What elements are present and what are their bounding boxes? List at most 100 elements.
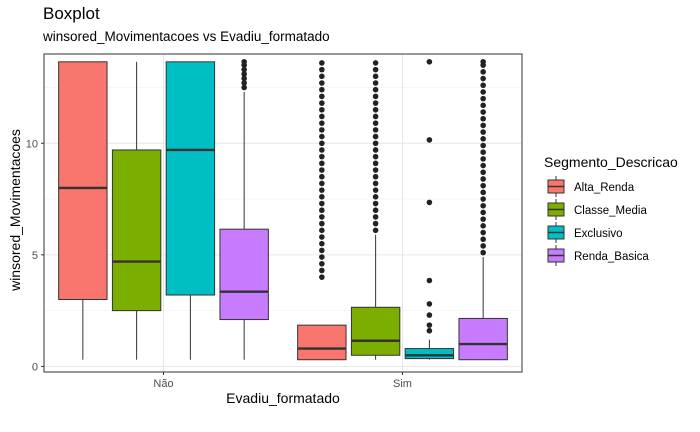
outlier-point bbox=[319, 234, 325, 240]
outlier-point bbox=[480, 196, 486, 202]
chart-title: Boxplot bbox=[43, 4, 100, 23]
outlier-point bbox=[372, 173, 379, 180]
outlier-point bbox=[372, 160, 379, 167]
plot-panel bbox=[43, 53, 523, 373]
legend-title: Segmento_Descricao bbox=[544, 154, 678, 170]
outlier-point bbox=[426, 277, 433, 284]
outlier-point bbox=[372, 127, 379, 133]
outlier-point bbox=[480, 95, 486, 102]
outlier-point bbox=[372, 227, 379, 234]
outlier-point bbox=[319, 113, 325, 120]
outlier-point bbox=[319, 80, 325, 86]
outlier-point bbox=[372, 194, 379, 200]
box-Renda_Basica-Não bbox=[219, 59, 269, 360]
legend-key-Renda_Basica bbox=[547, 245, 565, 266]
outlier-point bbox=[319, 100, 325, 106]
outlier-point bbox=[319, 106, 325, 113]
box-Renda_Basica-Sim bbox=[458, 59, 508, 361]
outlier-point bbox=[480, 223, 486, 229]
outlier-point bbox=[319, 220, 325, 227]
chart-subtitle: winsored_Movimentacoes vs Evadiu_formata… bbox=[42, 29, 330, 44]
x-tick-label: Não bbox=[153, 378, 173, 390]
outlier-point bbox=[372, 214, 379, 220]
outlier-point bbox=[319, 173, 325, 180]
outlier-point bbox=[372, 66, 379, 73]
outlier-point bbox=[241, 75, 247, 82]
outlier-point bbox=[319, 227, 325, 234]
legend-key-Classe_Media bbox=[547, 199, 565, 220]
outlier-point bbox=[480, 189, 486, 196]
outlier-point bbox=[319, 140, 325, 147]
outlier-point bbox=[480, 243, 486, 249]
outlier-point bbox=[426, 199, 433, 206]
y-tick-label: 0 bbox=[32, 361, 38, 373]
box-iqr bbox=[297, 324, 347, 361]
outlier-point bbox=[480, 216, 486, 222]
outlier-point bbox=[426, 301, 433, 307]
outlier-point bbox=[319, 160, 325, 167]
outlier-point bbox=[319, 260, 325, 267]
outlier-point bbox=[426, 137, 433, 143]
box-Alta_Renda-Sim bbox=[297, 60, 347, 361]
outlier-point bbox=[241, 71, 247, 77]
outlier-point bbox=[319, 240, 325, 247]
outlier-point bbox=[319, 93, 325, 100]
y-axis-title: winsored_Movimentacoes bbox=[7, 129, 23, 292]
outlier-point bbox=[319, 147, 325, 153]
outlier-point bbox=[241, 66, 247, 73]
outlier-point bbox=[319, 127, 325, 133]
box-iqr bbox=[111, 149, 162, 312]
outlier-point bbox=[372, 207, 379, 214]
outlier-point bbox=[480, 169, 486, 176]
outlier-point bbox=[319, 133, 325, 140]
outlier-point bbox=[372, 133, 379, 140]
outlier-point bbox=[241, 59, 247, 65]
outlier-point bbox=[480, 149, 486, 155]
outlier-point bbox=[480, 182, 486, 189]
outlier-point bbox=[480, 102, 486, 109]
outlier-point bbox=[372, 86, 379, 93]
outlier-point bbox=[372, 147, 379, 153]
outlier-point bbox=[480, 156, 486, 162]
outlier-point bbox=[480, 202, 486, 209]
outlier-point bbox=[372, 187, 379, 193]
outlier-point bbox=[319, 254, 325, 260]
outlier-point bbox=[319, 247, 325, 254]
outlier-point bbox=[480, 122, 486, 129]
outlier-point bbox=[426, 322, 433, 328]
outlier-point bbox=[319, 120, 325, 126]
outlier-point bbox=[480, 109, 486, 115]
legend: Segmento_Descricao Alta_Renda Classe_Medi… bbox=[544, 154, 678, 266]
outlier-point bbox=[372, 220, 379, 227]
box-iqr bbox=[219, 228, 269, 321]
box-Exclusivo-Não bbox=[165, 61, 216, 360]
outlier-point bbox=[241, 84, 247, 91]
box-iqr bbox=[350, 306, 401, 356]
outlier-point bbox=[319, 207, 325, 214]
outlier-point bbox=[241, 80, 247, 86]
outlier-point bbox=[319, 200, 325, 207]
outlier-point bbox=[480, 136, 486, 142]
outlier-point bbox=[480, 236, 486, 243]
outlier-point bbox=[319, 73, 325, 80]
box-iqr bbox=[58, 61, 108, 300]
outlier-point bbox=[480, 249, 486, 256]
box-iqr bbox=[404, 348, 455, 360]
y-axis-ticks: 0 5 10 bbox=[26, 138, 44, 373]
outlier-point bbox=[480, 176, 486, 182]
outlier-point bbox=[480, 162, 486, 169]
outlier-point bbox=[319, 274, 325, 280]
outlier-point bbox=[480, 69, 486, 75]
outlier-point bbox=[319, 60, 325, 66]
boxes bbox=[58, 59, 508, 361]
outlier-point bbox=[480, 129, 486, 135]
box-Classe_Media-Não bbox=[111, 61, 162, 360]
outlier-point bbox=[372, 167, 379, 173]
box-iqr bbox=[165, 61, 216, 296]
outlier-point bbox=[319, 86, 325, 93]
outlier-point bbox=[372, 120, 379, 126]
legend-label: Exclusivo bbox=[574, 228, 623, 240]
outlier-point bbox=[480, 229, 486, 236]
outlier-point bbox=[319, 194, 325, 200]
